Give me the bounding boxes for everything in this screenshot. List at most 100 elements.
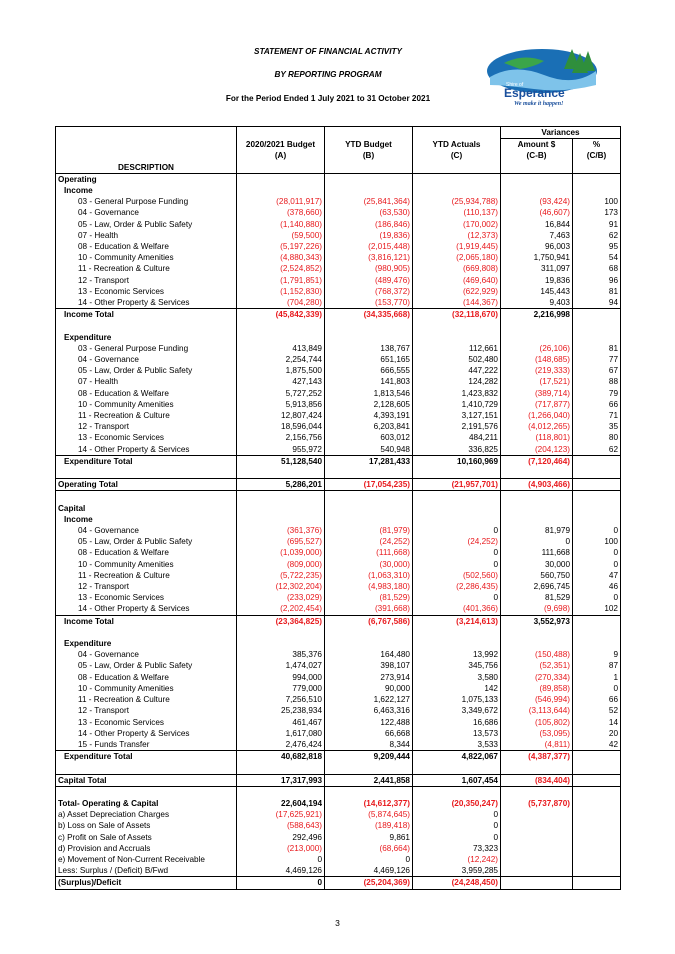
blank-row — [55, 762, 621, 774]
item-row: 13 - Economic Services 461,467 122,488 16,6… — [55, 716, 621, 728]
variance-amount-cell — [500, 876, 573, 890]
row-label: c) Profit on Sale of Assets — [55, 831, 237, 843]
ytd-actuals-cell: 1,410,729 — [412, 398, 501, 411]
adj-row: b) Loss on Sale of Assets (588,643) (189,4… — [55, 820, 621, 832]
budget-cell: 4,469,126 — [236, 865, 325, 877]
budget-cell: (1,791,851) — [236, 274, 325, 286]
budget-cell: (23,364,825) — [236, 614, 325, 627]
section-row: Operating — [55, 173, 621, 186]
row-label: 14 - Other Property & Services — [55, 727, 237, 739]
row-label: 04 - Governance — [55, 649, 237, 661]
ytd-actuals-cell: 345,756 — [412, 660, 501, 672]
variance-percent-cell — [572, 762, 621, 774]
ytd-budget-cell: (14,612,377) — [324, 797, 413, 810]
ytd-actuals-cell: 3,959,285 — [412, 865, 501, 877]
budget-cell — [236, 331, 325, 343]
ytd-budget-cell: (768,372) — [324, 285, 413, 298]
sub-row: Expenditure — [55, 331, 621, 343]
variance-amount-cell: (3,113,644) — [500, 705, 573, 717]
variance-percent-cell: 91 — [572, 218, 621, 230]
budget-cell: 1,875,500 — [236, 365, 325, 377]
budget-cell: (45,842,339) — [236, 308, 325, 321]
variance-percent-cell: 0 — [572, 682, 621, 695]
row-label: Income — [55, 185, 237, 197]
variance-percent-cell: 35 — [572, 421, 621, 433]
row-label: 11 - Recreation & Culture — [55, 569, 237, 582]
ytd-budget-cell: (111,668) — [324, 547, 413, 559]
budget-cell: (1,039,000) — [236, 547, 325, 559]
budget-cell: 51,128,540 — [236, 454, 325, 468]
budget-cell: (2,202,454) — [236, 603, 325, 616]
ytd-budget-cell: (25,841,364) — [324, 196, 413, 208]
budget-cell: 0 — [236, 853, 325, 866]
row-label: 12 - Transport — [55, 421, 237, 433]
ytd-budget-cell: 398,107 — [324, 660, 413, 672]
ytd-actuals-cell: (3,214,613) — [412, 614, 501, 627]
item-row: 14 - Other Property & Services 1,617,080 6… — [55, 727, 621, 739]
budget-cell: 5,727,252 — [236, 387, 325, 399]
ytd-actuals-cell: (2,065,180) — [412, 252, 501, 264]
variance-percent-cell: 77 — [572, 354, 621, 366]
ytd-actuals-cell — [412, 626, 501, 639]
variance-amount-cell: (4,811) — [500, 738, 573, 751]
budget-cell: 22,604,194 — [236, 797, 325, 810]
row-label: 05 - Law, Order & Public Safety — [55, 536, 237, 548]
item-row: 05 - Law, Order & Public Safety (695,527)… — [55, 536, 621, 548]
ytd-budget-cell: (489,476) — [324, 274, 413, 286]
ytd-budget-cell: (2,015,448) — [324, 241, 413, 253]
item-row: 14 - Other Property & Services (2,202,454… — [55, 603, 621, 616]
row-label: 15 - Funds Transfer — [55, 738, 237, 751]
variance-amount-cell: (7,120,464) — [500, 454, 573, 468]
grand-row: Capital Total 17,317,993 2,441,858 1,607,45… — [55, 773, 621, 787]
col-ytd-actuals-sub: (C) — [412, 150, 501, 162]
variance-amount-cell — [500, 865, 573, 877]
ytd-actuals-cell: 336,825 — [412, 443, 501, 456]
ytd-actuals-cell: 112,661 — [412, 342, 501, 355]
variance-percent-cell: 66 — [572, 398, 621, 411]
ytd-actuals-cell: (12,373) — [412, 229, 501, 242]
ytd-actuals-cell: (20,350,247) — [412, 797, 501, 810]
variance-amount-cell — [500, 490, 573, 503]
item-row: 15 - Funds Transfer 2,476,424 8,344 3,533 (4… — [55, 738, 621, 751]
variance-amount-cell: 9,403 — [500, 297, 573, 309]
item-row: 10 - Community Amenities (809,000) (30,000… — [55, 558, 621, 570]
ytd-budget-cell: (63,530) — [324, 207, 413, 219]
col-percent-sub: (C/B) — [572, 150, 621, 162]
variance-amount-cell: (219,333) — [500, 365, 573, 377]
variance-percent-cell: 46 — [572, 581, 621, 593]
variance-percent-cell — [572, 478, 621, 492]
row-label: 04 - Governance — [55, 525, 237, 537]
col-budget-sub: (A) — [236, 150, 325, 162]
ytd-budget-cell: 17,281,433 — [324, 454, 413, 468]
ytd-actuals-cell: 2,191,576 — [412, 421, 501, 433]
ytd-actuals-cell: 3,349,672 — [412, 705, 501, 717]
ytd-actuals-cell: 1,423,832 — [412, 387, 501, 399]
ytd-actuals-cell: (12,242) — [412, 853, 501, 866]
variance-percent-cell — [572, 786, 621, 798]
ytd-budget-cell: 1,813,546 — [324, 387, 413, 399]
ytd-actuals-cell: 0 — [412, 809, 501, 821]
variance-percent-cell: 100 — [572, 196, 621, 208]
budget-cell: 0 — [236, 876, 325, 890]
item-row: 04 - Governance (378,660) (63,530) (110,137… — [55, 207, 621, 219]
variance-percent-cell: 0 — [572, 547, 621, 559]
variance-amount-cell: (118,801) — [500, 432, 573, 444]
variance-percent-cell — [572, 809, 621, 821]
variance-percent-cell: 95 — [572, 241, 621, 253]
item-row: 14 - Other Property & Services (704,280)(… — [55, 297, 621, 309]
ytd-budget-cell: 8,344 — [324, 738, 413, 751]
item-row: 12 - Transport (12,302,204) (4,983,180) (2,… — [55, 581, 621, 593]
ytd-budget-cell: 138,767 — [324, 342, 413, 355]
variance-amount-cell: (9,698) — [500, 603, 573, 616]
item-row: 05 - Law, Order & Public Safety 1,875,500… — [55, 365, 621, 377]
variance-amount-cell — [500, 331, 573, 343]
variance-percent-cell — [572, 614, 621, 627]
row-label: (Surplus)/Deficit — [55, 876, 237, 890]
budget-cell — [236, 502, 325, 514]
item-row: 07 - Health (59,500) (19,836) (12,373) 7,463… — [55, 229, 621, 242]
variance-percent-cell — [572, 454, 621, 468]
budget-cell: (704,280) — [236, 297, 325, 309]
row-label — [55, 320, 237, 332]
ytd-actuals-cell: (669,808) — [412, 263, 501, 275]
ytd-actuals-cell: 1,075,133 — [412, 694, 501, 706]
